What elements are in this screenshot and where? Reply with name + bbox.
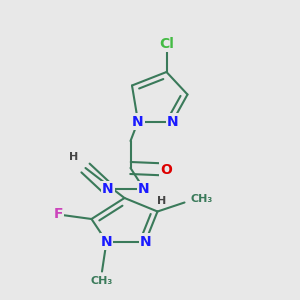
Text: N: N (138, 182, 150, 196)
Text: N: N (140, 235, 151, 248)
Text: H: H (69, 152, 78, 163)
Text: N: N (101, 235, 112, 248)
Text: H: H (158, 196, 166, 206)
Text: N: N (102, 182, 114, 196)
Text: CH₃: CH₃ (91, 276, 113, 286)
Text: F: F (54, 208, 63, 221)
Text: Cl: Cl (159, 37, 174, 50)
Text: N: N (132, 115, 144, 128)
Text: O: O (160, 163, 172, 176)
Text: N: N (167, 115, 178, 128)
Text: CH₃: CH₃ (190, 194, 213, 205)
